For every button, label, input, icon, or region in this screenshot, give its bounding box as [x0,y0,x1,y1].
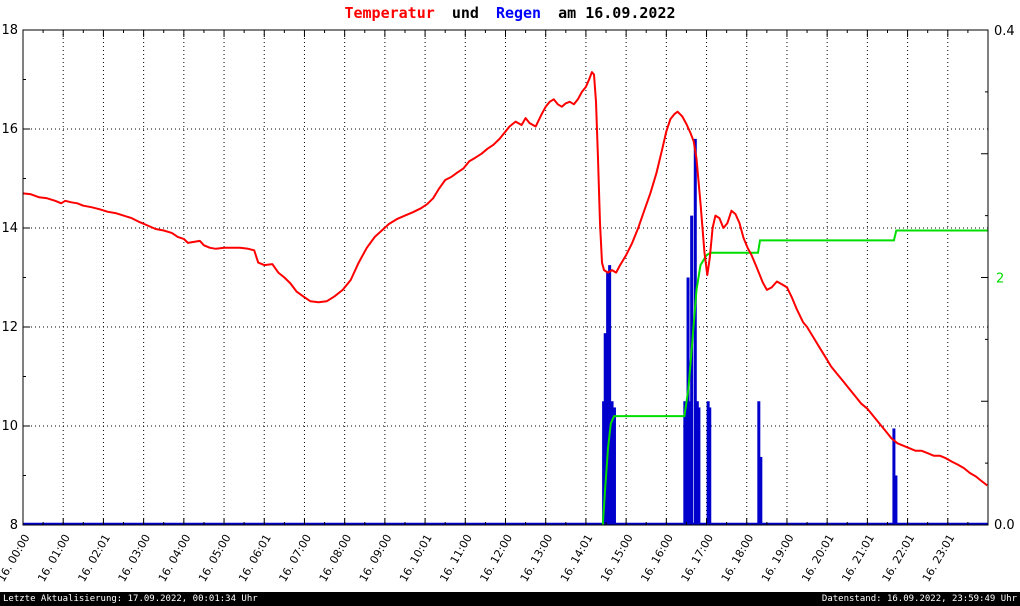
chart-title: Temperatur und Regen am 16.09.2022 [0,4,1020,22]
x-tick-label: 16. 20:01 [799,532,837,584]
title-conjunction: und [451,4,479,22]
title-date: am 16.09.2022 [558,4,676,22]
rain-bar [603,333,607,525]
x-tick-label: 16. 00:00 [0,532,33,584]
y-cumulative-tick-label: 2 [996,272,1004,287]
rain-bar [690,215,694,525]
rain-bar [693,138,697,525]
rain-bar [606,271,610,525]
temperature-series [22,71,988,487]
x-tick-label: 16. 12:00 [477,532,515,584]
x-tick-label: 16. 21:01 [839,532,877,584]
y-left-tick-label: 10 [1,419,18,434]
x-tick-label: 16. 06:01 [236,532,274,584]
x-tick-label: 16. 01:00 [35,532,73,584]
y-left-tick-label: 14 [1,221,18,236]
x-tick-label: 16. 11:00 [437,532,475,584]
rain-bar [688,401,692,525]
x-tick-label: 16. 03:00 [116,532,154,584]
rain-bar [610,401,614,525]
x-tick-label: 16. 18:00 [719,532,757,584]
cumulative-rain-series [601,229,988,526]
title-rain-label: Regen [495,4,542,22]
y-right-min-label: 0.0 [994,518,1015,533]
rain-bar [706,401,710,525]
x-tick-label: 16. 19:00 [759,532,797,584]
x-tick-label: 16. 15:00 [598,532,636,584]
rain-bar [686,277,690,525]
y-right-max-label: 0.4 [994,24,1015,39]
x-tick-label: 16. 22:01 [880,532,918,584]
x-tick-label: 16. 16:00 [638,532,676,584]
rain-bar [759,456,763,525]
x-tick-label: 16. 17:00 [679,532,717,584]
rain-bar [708,407,712,525]
x-tick-label: 16. 10:01 [397,532,435,584]
rain-bar [697,407,701,525]
x-tick-label: 16. 05:00 [196,532,234,584]
temperature-line [22,71,988,487]
x-tick-label: 16. 04:00 [156,532,194,584]
rain-bar [608,265,612,525]
rain-bar [684,407,688,525]
status-bar: Letzte Aktualisierung: 17.09.2022, 00:01… [0,592,1020,606]
chart-grid [23,30,988,525]
x-tick-label: 16. 02:01 [75,532,113,584]
data-state-text: Datenstand: 16.09.2022, 23:59:49 Uhr [821,594,1017,604]
title-temperature-label: Temperatur [344,4,435,22]
rain-bar [612,407,616,525]
y-left-tick-label: 8 [10,518,18,533]
x-tick-label: 16. 09:00 [357,532,395,584]
rain-bar [602,401,606,525]
x-tick-label: 16. 14:01 [558,532,596,584]
rain-bar [757,401,761,525]
x-tick-label: 16. 07:00 [276,532,314,584]
x-tick-label: 16. 23:01 [920,532,958,584]
rain-bars-series [23,138,988,526]
chart-axes [22,29,989,526]
rain-bar [892,428,896,525]
y-left-tick-label: 18 [1,23,18,38]
x-tick-label: 16. 13:00 [518,532,556,584]
rain-bar [695,401,699,525]
rain-bar [894,475,898,525]
x-tick-label: 16. 08:00 [317,532,355,584]
y-left-tick-label: 16 [1,122,18,137]
y-left-tick-label: 12 [1,320,18,335]
last-update-text: Letzte Aktualisierung: 17.09.2022, 00:01… [3,594,258,604]
cumulative-rain-line [601,229,988,526]
